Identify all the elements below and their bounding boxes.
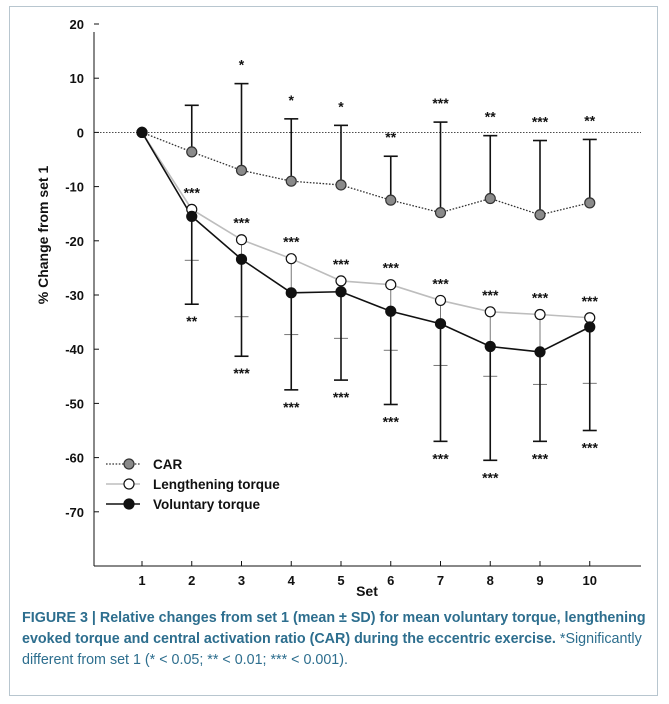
lengthening-torque-point: [385, 279, 397, 291]
lengthening-torque-point: [285, 253, 297, 265]
y-tick-label: 0: [77, 125, 84, 140]
lengthening-significance: ***: [532, 290, 549, 306]
car-point: [534, 209, 546, 221]
car-significance: *: [289, 92, 295, 108]
voluntary-significance: ***: [532, 450, 549, 466]
voluntary-significance: ***: [333, 389, 350, 405]
y-tick-label: -30: [65, 288, 84, 303]
x-tick-label: 5: [337, 573, 344, 588]
lengthening-significance: ***: [383, 260, 400, 276]
legend-car-label: CAR: [153, 457, 182, 472]
lengthening-torque-point: [335, 275, 347, 287]
car-point: [584, 197, 596, 209]
car-point: [335, 179, 347, 191]
car-significance: ***: [432, 95, 449, 111]
car-point: [235, 164, 248, 176]
car-significance: **: [385, 129, 396, 145]
lengthening-significance: ***: [333, 256, 350, 272]
car-significance: **: [485, 109, 496, 125]
figure-caption: FIGURE 3 | Relative changes from set 1 (…: [22, 608, 647, 671]
voluntary-significance: ***: [482, 469, 499, 485]
lengthening-significance: ***: [233, 215, 250, 231]
x-tick-label: 2: [188, 573, 195, 588]
series-lines: [141, 131, 591, 353]
lengthening-significance: ***: [482, 287, 499, 303]
significance-labels: ****************************************…: [184, 57, 599, 486]
car-significance: *: [338, 98, 344, 114]
y-tick-label: 10: [70, 71, 84, 86]
y-tick-label: -70: [65, 505, 84, 520]
voluntary-significance: ***: [383, 413, 400, 429]
legend-car-swatch-marker: [123, 458, 135, 470]
voluntary-torque-point: [335, 286, 347, 298]
lengthening-torque-point: [484, 306, 496, 318]
voluntary-significance: ***: [582, 440, 599, 456]
lengthening-torque-line: [141, 131, 590, 319]
figure-frame: [9, 6, 658, 696]
y-tick-label: -40: [65, 342, 84, 357]
x-tick-label: 3: [238, 573, 245, 588]
lengthening-torque-point: [534, 308, 546, 321]
voluntary-significance: ***: [432, 450, 449, 466]
x-tick-label: 6: [387, 573, 394, 588]
car-point: [285, 175, 297, 187]
voluntary-significance: ***: [233, 365, 250, 381]
voluntary-significance: **: [186, 313, 197, 329]
x-tick-label: 9: [536, 573, 543, 588]
car-point: [484, 192, 496, 205]
y-axis-title: % Change from set 1: [35, 166, 51, 305]
legend: CAR Lengthening torque Voluntary torque: [106, 457, 280, 512]
y-tick-label: -20: [65, 234, 84, 249]
axes: 20 10 0 -10 -20 -30 -40 -50 -60 -70 1 2 3 4 5 6 7 8 9 10: [65, 17, 641, 588]
lengthening-significance: ***: [283, 234, 300, 250]
legend-lengthening-torque-swatch-marker: [123, 478, 135, 490]
x-axis-title: Set: [356, 583, 378, 599]
legend-lengthening-torque-label: Lengthening torque: [153, 477, 280, 492]
y-tick-label: -50: [65, 396, 84, 411]
car-significance: *: [239, 57, 245, 73]
lengthening-significance: ***: [184, 184, 201, 200]
voluntary-torque-point: [434, 318, 447, 330]
y-tick-label: 20: [70, 17, 84, 32]
car-significance: ***: [532, 114, 549, 130]
car-significance: **: [584, 112, 595, 128]
car-point: [434, 207, 447, 219]
series-markers: [136, 126, 596, 358]
car-line: [141, 131, 590, 216]
lengthening-significance: ***: [432, 275, 449, 291]
lengthening-torque-point: [434, 294, 447, 307]
voluntary-torque-point: [484, 340, 496, 353]
legend-voluntary-torque-label: Voluntary torque: [153, 497, 260, 512]
legend-voluntary-torque-swatch-marker: [123, 498, 135, 510]
error-bars: [184, 82, 597, 462]
lengthening-torque-point: [235, 234, 248, 246]
y-tick-label: -10: [65, 180, 84, 195]
voluntary-torque-point: [534, 346, 546, 358]
voluntary-torque-point: [385, 305, 397, 317]
x-tick-label: 1: [138, 573, 145, 588]
x-tick-label: 7: [437, 573, 444, 588]
caption-label: FIGURE 3 | Relative changes from set 1 (…: [22, 610, 646, 647]
caption-note: *Significantly different from set 1 (* <…: [22, 631, 642, 668]
voluntary-torque-line: [141, 131, 591, 353]
x-tick-label: 10: [583, 573, 597, 588]
voluntary-torque-point: [235, 253, 248, 265]
voluntary-torque-point: [186, 210, 198, 223]
voluntary-significance: ***: [283, 399, 300, 415]
x-tick-label: 8: [487, 573, 494, 588]
lengthening-torque-point: [584, 312, 596, 324]
car-point: [186, 146, 198, 158]
voluntary-torque-point: [285, 287, 297, 299]
voluntary-torque-point: [584, 321, 596, 333]
voluntary-torque-point: [136, 126, 148, 138]
lengthening-significance: ***: [582, 293, 599, 309]
x-tick-label: 4: [288, 573, 296, 588]
car-point: [385, 194, 397, 206]
y-tick-label: -60: [65, 451, 84, 466]
